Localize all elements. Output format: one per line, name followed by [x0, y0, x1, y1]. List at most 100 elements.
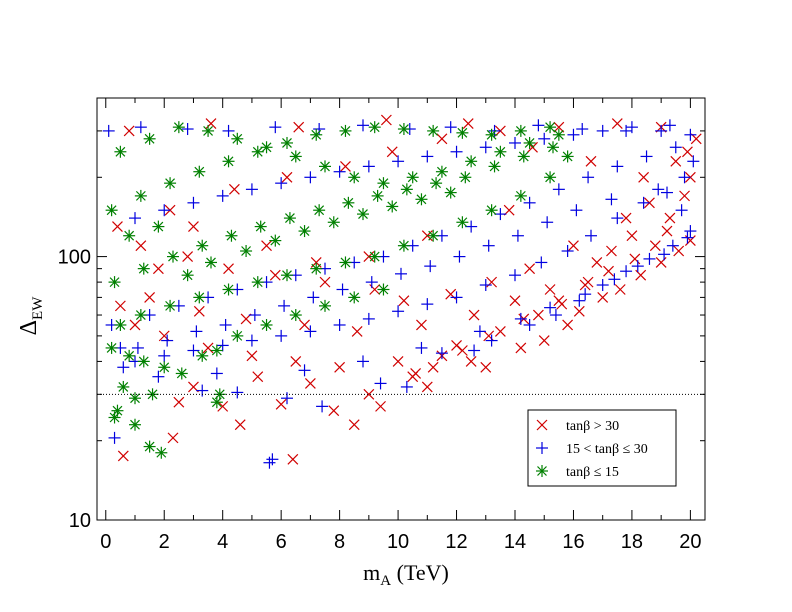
x-tick-label: 10 [387, 531, 409, 553]
point-tanb-le-15 [105, 341, 118, 354]
point-tanb-le-15 [225, 229, 238, 242]
point-tanb-15-30 [523, 196, 536, 209]
legend-marker-glyph [536, 442, 548, 454]
point-tanb-gt-30 [188, 221, 199, 232]
series-tanb-le-15 [105, 121, 574, 459]
x-tick-label: 14 [504, 531, 526, 553]
point-tanb-gt-30 [638, 171, 650, 183]
point-tanb-15-30 [687, 155, 700, 168]
legend-marker-glyph [536, 419, 548, 431]
point-tanb-15-30 [544, 301, 557, 314]
point-tanb-15-30 [231, 386, 244, 399]
point-tanb-15-30 [509, 269, 521, 282]
point-tanb-15-30 [465, 220, 478, 233]
point-tanb-le-15 [547, 141, 559, 154]
point-tanb-15-30 [333, 165, 346, 178]
point-tanb-15-30 [187, 196, 200, 209]
point-tanb-15-30 [222, 124, 235, 137]
point-tanb-le-15 [427, 229, 440, 242]
point-tanb-le-15 [544, 171, 557, 184]
point-tanb-gt-30 [281, 171, 293, 183]
point-tanb-15-30 [245, 334, 258, 347]
point-tanb-15-30 [365, 276, 378, 289]
point-tanb-15-30 [535, 256, 548, 269]
point-tanb-le-15 [319, 299, 331, 312]
y-tick-label: 10 [69, 510, 91, 532]
y-axis-title-sub: EW [30, 296, 46, 320]
x-axis: 0 2 4 6 8 10 12 14 16 18 20 [100, 98, 702, 553]
point-tanb-15-30 [316, 400, 329, 413]
point-tanb-le-15 [210, 344, 223, 357]
point-tanb-15-30 [158, 349, 171, 362]
point-tanb-gt-30 [123, 125, 135, 137]
point-tanb-15-30 [511, 229, 524, 242]
point-tanb-le-15 [251, 276, 264, 289]
series-layer [102, 114, 702, 469]
point-tanb-le-15 [167, 250, 179, 263]
point-tanb-le-15 [459, 171, 472, 184]
point-tanb-gt-30 [217, 400, 229, 412]
point-tanb-gt-30 [340, 160, 351, 172]
point-tanb-le-15 [123, 229, 136, 242]
point-tanb-15-30 [468, 344, 481, 357]
point-tanb-le-15 [289, 309, 302, 322]
point-tanb-gt-30 [515, 342, 527, 354]
point-tanb-15-30 [494, 208, 507, 221]
point-tanb-15-30 [681, 231, 694, 244]
point-tanb-15-30 [245, 183, 258, 196]
point-tanb-le-15 [368, 121, 381, 134]
point-tanb-le-15 [386, 200, 399, 213]
point-tanb-15-30 [652, 183, 665, 196]
point-tanb-gt-30 [494, 325, 506, 337]
point-tanb-le-15 [561, 150, 574, 163]
point-tanb-le-15 [313, 204, 326, 217]
point-tanb-le-15 [196, 349, 209, 362]
point-tanb-15-30 [307, 291, 320, 304]
point-tanb-gt-30 [252, 371, 264, 383]
point-tanb-15-30 [611, 160, 624, 173]
legend-box [527, 409, 677, 487]
point-tanb-gt-30 [261, 240, 272, 252]
point-tanb-le-15 [117, 380, 130, 393]
point-tanb-15-30 [181, 123, 194, 136]
point-tanb-le-15 [368, 250, 381, 263]
point-tanb-le-15 [430, 177, 443, 190]
point-tanb-15-30 [643, 252, 656, 265]
point-tanb-le-15 [114, 145, 127, 158]
point-tanb-15-30 [415, 341, 428, 354]
point-tanb-15-30 [248, 309, 261, 322]
point-tanb-gt-30 [556, 298, 568, 310]
point-tanb-gt-30 [135, 240, 147, 252]
legend-marker-glyph [536, 465, 548, 477]
point-tanb-le-15 [152, 220, 165, 233]
point-tanb-le-15 [357, 208, 369, 221]
point-tanb-gt-30 [620, 212, 632, 224]
point-tanb-15-30 [102, 124, 115, 137]
point-tanb-15-30 [561, 245, 574, 258]
point-tanb-le-15 [514, 189, 527, 202]
point-tanb-le-15 [231, 329, 244, 342]
point-tanb-15-30 [275, 329, 288, 342]
point-tanb-gt-30 [129, 319, 141, 331]
point-tanb-gt-30 [626, 230, 638, 242]
point-tanb-gt-30 [304, 377, 316, 389]
point-tanb-le-15 [281, 269, 293, 282]
point-tanb-le-15 [544, 121, 557, 134]
point-tanb-gt-30 [328, 405, 340, 417]
point-tanb-15-30 [269, 121, 282, 134]
point-tanb-gt-30 [468, 309, 480, 321]
point-tanb-le-15 [254, 220, 267, 233]
point-tanb-le-15 [456, 126, 469, 139]
point-tanb-15-30 [392, 305, 405, 318]
x-tick-label: 18 [621, 531, 643, 553]
point-tanb-15-30 [611, 212, 624, 225]
point-tanb-le-15 [193, 291, 206, 304]
point-tanb-15-30 [538, 132, 551, 145]
point-tanb-le-15 [456, 216, 469, 229]
point-tanb-15-30 [219, 318, 232, 331]
point-tanb-gt-30 [223, 263, 234, 275]
point-tanb-gt-30 [234, 419, 246, 431]
point-tanb-15-30 [675, 204, 688, 217]
point-tanb-le-15 [260, 141, 273, 154]
